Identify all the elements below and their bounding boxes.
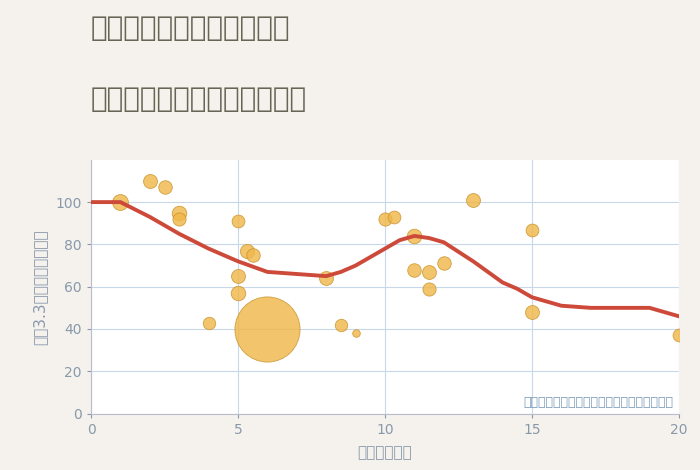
- Point: [321, 274, 332, 282]
- Point: [526, 226, 538, 234]
- Point: [409, 266, 420, 274]
- Point: [424, 268, 435, 275]
- Point: [389, 213, 400, 221]
- Text: 駅距離別中古マンション価格: 駅距離別中古マンション価格: [91, 85, 307, 113]
- Point: [424, 285, 435, 292]
- Text: 千葉県市原市ちはら台南の: 千葉県市原市ちはら台南の: [91, 14, 290, 42]
- Point: [159, 184, 170, 191]
- Text: 円の大きさは、取引のあった物件面積を示す: 円の大きさは、取引のあった物件面積を示す: [523, 396, 673, 409]
- X-axis label: 駅距離（分）: 駅距離（分）: [358, 445, 412, 460]
- Point: [115, 198, 126, 206]
- Point: [203, 319, 214, 326]
- Point: [241, 247, 253, 255]
- Point: [468, 196, 479, 204]
- Point: [526, 308, 538, 316]
- Point: [335, 321, 346, 329]
- Point: [232, 217, 244, 225]
- Point: [144, 177, 155, 185]
- Point: [350, 329, 361, 337]
- Point: [409, 232, 420, 240]
- Point: [232, 290, 244, 297]
- Point: [232, 272, 244, 280]
- Point: [174, 209, 185, 216]
- Point: [174, 215, 185, 223]
- Point: [673, 332, 685, 339]
- Point: [379, 215, 391, 223]
- Point: [247, 251, 258, 258]
- Point: [438, 259, 449, 267]
- Point: [262, 325, 273, 333]
- Y-axis label: 坪（3.3㎡）単価（万円）: 坪（3.3㎡）単価（万円）: [32, 229, 48, 345]
